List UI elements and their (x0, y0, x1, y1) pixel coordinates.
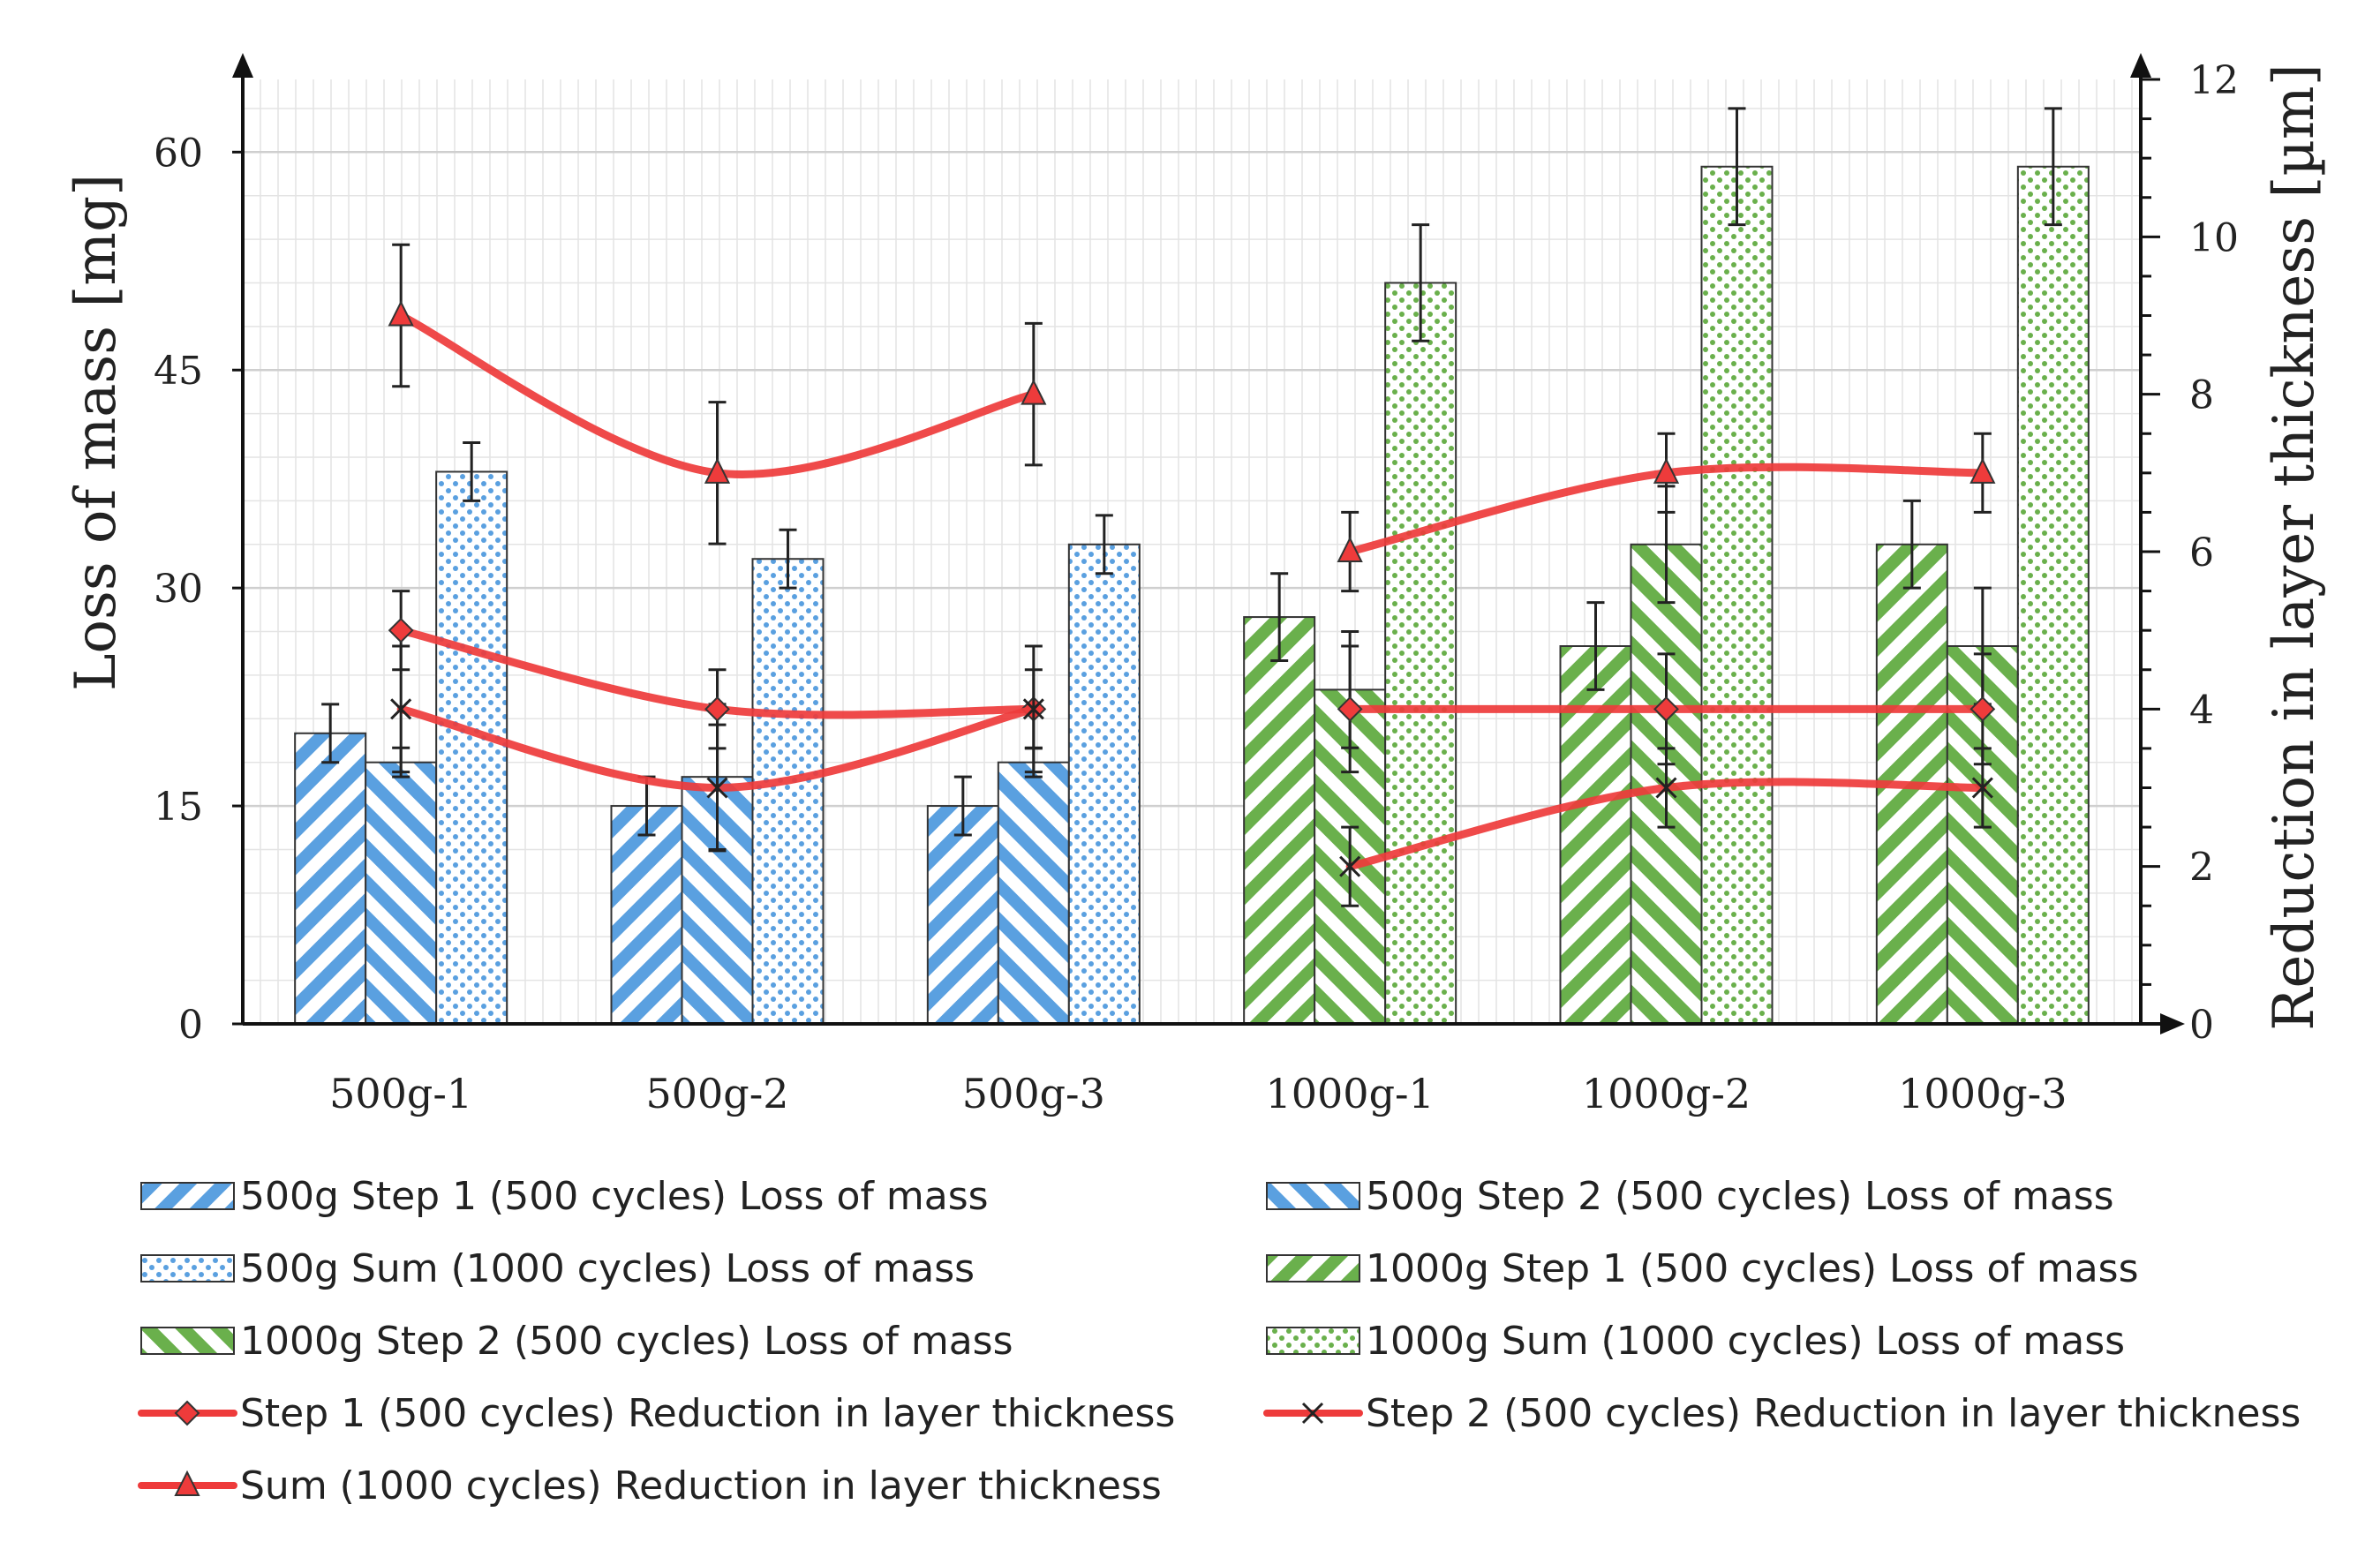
y-left-tick-label: 60 (154, 131, 203, 176)
legend-label: Step 1 (500 cycles) Reduction in layer t… (240, 1391, 1175, 1436)
x-marker (1655, 777, 1677, 799)
y-right-tick-label: 4 (2189, 688, 2214, 733)
legend-item: 500g Step 1 (500 cycles) Loss of mass (140, 1174, 989, 1219)
diamond-marker (704, 696, 730, 722)
legend-label: 500g Sum (1000 cycles) Loss of mass (240, 1246, 975, 1291)
legend-label: 500g Step 1 (500 cycles) Loss of mass (240, 1174, 989, 1219)
legend-item: Step 2 (500 cycles) Reduction in layer t… (1263, 1391, 2301, 1436)
line-series-group (388, 243, 1996, 907)
y-right-tick-label: 6 (2189, 530, 2214, 575)
diamond-marker (1653, 696, 1679, 722)
bar-error-bars (321, 107, 2062, 851)
x-marker (1339, 855, 1361, 877)
bar (997, 761, 1070, 1025)
bar (435, 470, 508, 1025)
bar (1700, 165, 1774, 1025)
triangle-marker (704, 457, 731, 484)
y-axis-right-label: Reduction in layer thickness [µm] (2262, 64, 2327, 1030)
x-marker (1301, 1402, 1324, 1425)
legend-swatch (1266, 1182, 1360, 1210)
diamond-marker (174, 1400, 200, 1426)
diamond-marker (1337, 696, 1363, 722)
legend-label: Sum (1000 cycles) Reduction in layer thi… (240, 1463, 1162, 1508)
triangle-marker (1021, 379, 1047, 405)
bar (1559, 645, 1632, 1025)
legend-item: 1000g Step 1 (500 cycles) Loss of mass (1266, 1246, 2139, 1291)
y-axis-left-arrow (232, 53, 253, 78)
y-right-tick-label: 8 (2189, 373, 2214, 418)
bar-series-group (294, 165, 2090, 1026)
legend-swatch (140, 1182, 235, 1210)
y-right-tick-label: 0 (2189, 1003, 2214, 1048)
triangle-marker (1337, 536, 1363, 562)
y-right-tick-label: 2 (2189, 846, 2214, 891)
legend-item: 500g Sum (1000 cycles) Loss of mass (140, 1246, 975, 1291)
y-axis-right-arrow (2130, 53, 2151, 78)
x-tick-label: 1000g-1 (1266, 1070, 1435, 1117)
triangle-marker (174, 1470, 200, 1496)
legend-label: Step 2 (500 cycles) Reduction in layer t… (1366, 1391, 2301, 1436)
bar (1067, 543, 1141, 1025)
x-axis-arrow (2160, 1013, 2185, 1034)
bar (1384, 282, 1457, 1025)
bar (365, 761, 438, 1025)
legend-item: 500g Step 2 (500 cycles) Loss of mass (1266, 1174, 2114, 1219)
y-axis-left-label: Loss of mass [mg] (64, 174, 129, 691)
legend-item: Sum (1000 cycles) Reduction in layer thi… (138, 1463, 1162, 1508)
bar (751, 558, 825, 1025)
y-left-tick-label: 30 (154, 567, 203, 612)
x-marker (1022, 698, 1044, 720)
y-right-tick-label: 10 (2189, 215, 2239, 260)
legend-swatch (140, 1254, 235, 1282)
axes: 0 15 30 45 60 0 2 4 6 8 10 12 500g-1 500g-2 500g-3 1000… (154, 53, 2239, 1117)
bar (926, 805, 999, 1025)
bar (294, 732, 367, 1025)
legend-swatch (140, 1327, 235, 1355)
x-tick-label: 1000g-3 (1898, 1070, 2067, 1117)
triangle-marker (1653, 457, 1680, 484)
x-tick-label: 500g-1 (329, 1070, 472, 1117)
x-marker (390, 698, 412, 720)
y-left-tick-label: 45 (154, 349, 203, 394)
legend-label: 1000g Sum (1000 cycles) Loss of mass (1366, 1319, 2125, 1364)
gridlines (242, 79, 2141, 1026)
x-tick-label: 500g-3 (962, 1070, 1105, 1117)
legend-label: 1000g Step 1 (500 cycles) Loss of mass (1366, 1246, 2139, 1291)
legend-item: 1000g Sum (1000 cycles) Loss of mass (1266, 1319, 2125, 1364)
bar (610, 805, 683, 1025)
legend-label: 500g Step 2 (500 cycles) Loss of mass (1366, 1174, 2114, 1219)
legend-item: Step 1 (500 cycles) Reduction in layer t… (138, 1391, 1175, 1436)
x-tick-label: 500g-2 (645, 1070, 788, 1117)
legend-swatch (1266, 1327, 1360, 1355)
legend-label: 1000g Step 2 (500 cycles) Loss of mass (240, 1319, 1013, 1364)
y-left-tick-label: 15 (154, 785, 203, 830)
x-marker (706, 777, 728, 799)
triangle-marker (1970, 457, 1996, 484)
diamond-marker (388, 617, 414, 643)
triangle-marker (388, 300, 414, 327)
diamond-marker (1970, 696, 1996, 722)
legend-item: 1000g Step 2 (500 cycles) Loss of mass (140, 1319, 1013, 1364)
legend: 500g Step 1 (500 cycles) Loss of mass 500… (138, 1174, 2301, 1508)
x-marker (1971, 777, 1993, 799)
bar (2016, 165, 2090, 1025)
y-left-tick-label: 0 (178, 1003, 203, 1048)
bar (1243, 616, 1316, 1025)
legend-swatch (1266, 1254, 1360, 1282)
y-right-tick-label: 12 (2189, 58, 2239, 103)
x-tick-label: 1000g-2 (1582, 1070, 1751, 1117)
